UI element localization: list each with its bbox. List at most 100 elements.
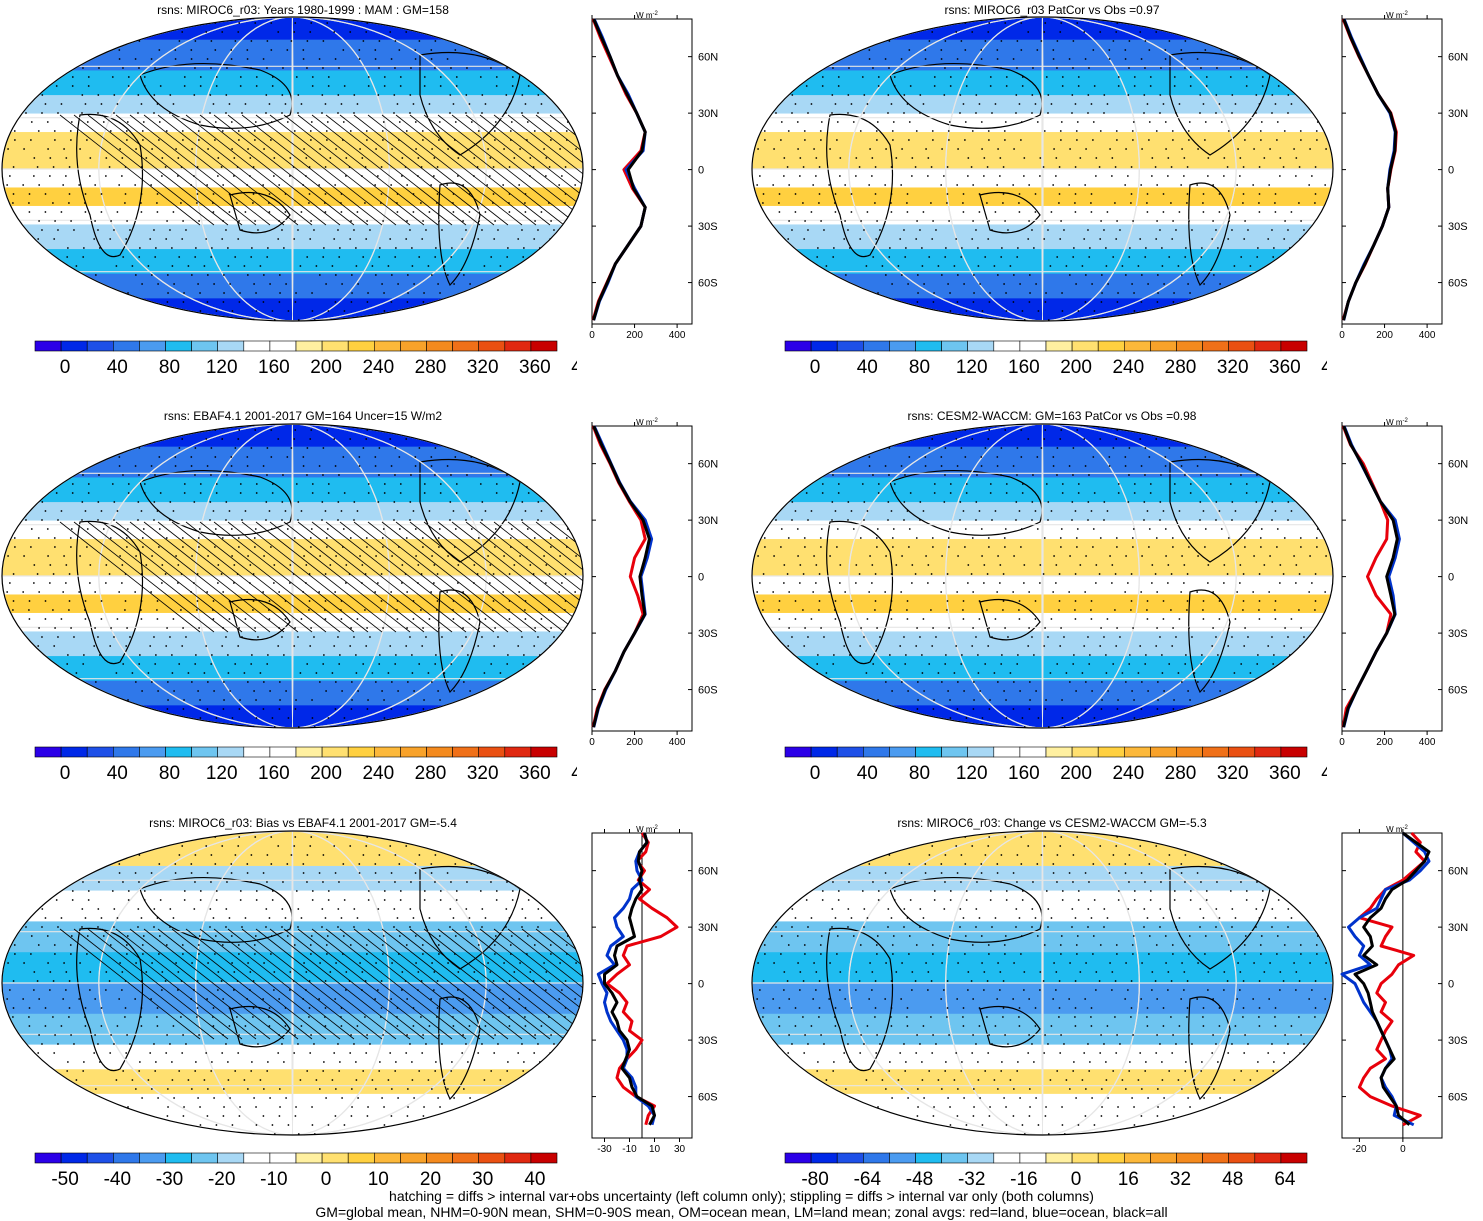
zonal-y-tick-label: 0: [1448, 979, 1454, 991]
colorbar: 0 40 80 120 160 200 240 280 320 360 400: [34, 746, 577, 784]
colorbar-tick-label: 320: [467, 763, 499, 784]
panel-title: rsns: MIROC6_r03: Years 1980-1999 : MAM …: [157, 3, 449, 17]
map-plot: [1, 16, 584, 322]
zonal-unit-label: W m-2: [1386, 11, 1408, 20]
colorbar-tick-label: 160: [1008, 763, 1040, 784]
colorbar-tick-label: 80: [909, 357, 930, 378]
zonal-x-tick-label: 200: [1376, 330, 1393, 339]
colorbar: -80-64-48-32-1601632486480: [784, 1152, 1327, 1190]
colorbar-tick-label: 64: [1274, 1169, 1296, 1190]
colorbar-tick-label: 200: [310, 763, 342, 784]
colorbar: 0 40 80 120 160 200 240 280 320 360 400: [34, 340, 577, 378]
zonal-y-tick-label: 60S: [1448, 278, 1468, 290]
colorbar-tick-label: 400: [1321, 357, 1327, 378]
zonal-y-tick-label: 0: [698, 572, 704, 584]
panel-title: rsns: MIROC6_r03: Bias vs EBAF4.1 2001-2…: [149, 816, 457, 830]
colorbar-tick-label: -32: [958, 1169, 985, 1190]
colorbar-tick-label: 400: [571, 763, 577, 784]
colorbar-tick-label: 40: [107, 763, 128, 784]
map-plot: [751, 830, 1334, 1136]
zonal-x-tick-label: 200: [626, 330, 643, 339]
panel-title: rsns: EBAF4.1 2001-2017 GM=164 Uncer=15 …: [163, 409, 443, 423]
colorbar-tick-label: 40: [107, 357, 128, 378]
zonal-y-tick-label: 60S: [698, 685, 718, 697]
zonal-series-line: [1353, 831, 1431, 1126]
zonal-y-tick-label: 30N: [698, 515, 718, 527]
zonal-series-line: [1342, 425, 1399, 728]
zonal-y-tick-label: 30S: [1448, 628, 1468, 640]
colorbar-tick-label: 200: [310, 357, 342, 378]
map-plot: [1, 830, 584, 1136]
panel-title: rsns: MIROC6_r03 PatCor vs Obs =0.97: [944, 3, 1160, 17]
zonal-y-tick-label: 0: [1448, 165, 1454, 177]
zonal-y-tick-label: 0: [698, 165, 704, 177]
colorbar-tick-label: 240: [1112, 357, 1144, 378]
map-plot: [1, 423, 584, 729]
zonal-y-tick-label: 30N: [698, 108, 718, 120]
zonal-unit-label: W m-2: [1386, 825, 1408, 834]
colorbar-tick-label: 280: [415, 357, 447, 378]
zonal-series-line: [1357, 831, 1427, 1127]
zonal-x-tick-label: 10: [649, 1144, 661, 1153]
colorbar-tick-label: 360: [519, 357, 551, 378]
colorbar-tick-label: 360: [1269, 763, 1301, 784]
zonal-y-tick-label: 60S: [698, 278, 718, 290]
colorbar-tick-label: 80: [159, 357, 180, 378]
zonal-average-plot: 0 200 400 60N 30N 0 30S 60S W m-2: [1339, 11, 1468, 339]
zonal-x-tick-label: 0: [1339, 330, 1345, 339]
colorbar-tick-label: 400: [1321, 763, 1327, 784]
zonal-y-tick-label: 60N: [1448, 52, 1468, 64]
colorbar-tick-label: 120: [206, 763, 238, 784]
colorbar-tick-label: 320: [1217, 763, 1249, 784]
zonal-x-tick-label: 400: [669, 330, 686, 339]
footer-line-1: hatching = diffs > internal var+obs unce…: [389, 1188, 1094, 1204]
colorbar-tick-label: 20: [420, 1169, 441, 1190]
colorbar-tick-label: 120: [956, 357, 988, 378]
colorbar: -50-40-30-20-1001020304050: [34, 1152, 577, 1190]
colorbar-tick-label: -48: [906, 1169, 933, 1190]
colorbar-tick-label: 280: [1165, 357, 1197, 378]
colorbar-tick-label: 0: [60, 357, 71, 378]
zonal-x-tick-label: 400: [1419, 737, 1436, 746]
zonal-x-tick-label: 200: [1376, 737, 1393, 746]
zonal-series-line: [603, 832, 656, 1126]
zonal-y-tick-label: 0: [1448, 572, 1454, 584]
colorbar-tick-label: 160: [258, 357, 290, 378]
colorbar-tick-label: 200: [1060, 357, 1092, 378]
zonal-y-tick-label: 60N: [1448, 866, 1468, 878]
colorbar-tick-label: 40: [857, 763, 878, 784]
colorbar-tick-label: 0: [810, 763, 821, 784]
colorbar-tick-label: -80: [801, 1169, 828, 1190]
zonal-average-plot: 0 200 400 60N 30N 0 30S 60S W m-2: [1339, 418, 1468, 746]
zonal-y-tick-label: 30S: [1448, 221, 1468, 233]
zonal-average-plot: -30 -10 10 30 60N 30N 0 30S 60S W m-2: [591, 825, 718, 1153]
colorbar-tick-label: 320: [467, 357, 499, 378]
colorbar-tick-label: 320: [1217, 357, 1249, 378]
colorbar-tick-label: -50: [51, 1169, 78, 1190]
zonal-y-tick-label: 30N: [1448, 108, 1468, 120]
colorbar-tick-label: 360: [519, 763, 551, 784]
colorbar-tick-label: 40: [857, 357, 878, 378]
zonal-y-tick-label: 60N: [1448, 459, 1468, 471]
colorbar-tick-label: -20: [208, 1169, 235, 1190]
panel-title: rsns: CESM2-WACCM: GM=163 PatCor vs Obs …: [907, 409, 1197, 423]
colorbar-tick-label: 0: [810, 357, 821, 378]
zonal-y-tick-label: 30S: [698, 1035, 718, 1047]
colorbar-tick-label: 80: [909, 763, 930, 784]
colorbar-tick-label: 160: [258, 763, 290, 784]
zonal-y-tick-label: 30S: [1448, 1035, 1468, 1047]
colorbar-tick-label: 0: [321, 1169, 332, 1190]
colorbar-tick-label: 200: [1060, 763, 1092, 784]
colorbar-tick-label: 400: [571, 357, 577, 378]
zonal-average-plot: 0 200 400 60N 30N 0 30S 60S W m-2: [589, 418, 718, 746]
zonal-y-tick-label: 60S: [1448, 1092, 1468, 1104]
colorbar-tick-label: -64: [854, 1169, 882, 1190]
zonal-series-line: [1342, 18, 1398, 321]
map-plot: [751, 423, 1334, 729]
zonal-x-tick-label: -10: [622, 1144, 637, 1153]
zonal-x-tick-label: 0: [1339, 737, 1345, 746]
zonal-y-tick-label: 30S: [698, 628, 718, 640]
zonal-unit-label: W m-2: [636, 11, 658, 20]
colorbar-tick-label: 360: [1269, 357, 1301, 378]
zonal-x-tick-label: 200: [626, 737, 643, 746]
